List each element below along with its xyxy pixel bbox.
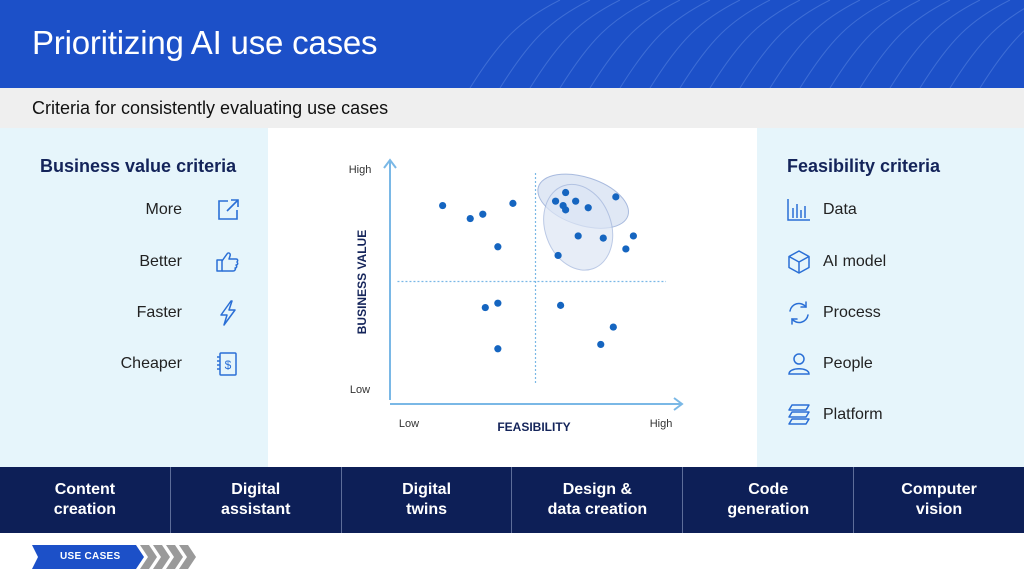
category-line2: creation [53,501,117,518]
category-line2: data creation [547,501,648,518]
slide-subtitle: Criteria for consistently evaluating use… [32,98,389,118]
category-line1: Design & [562,481,633,498]
svg-text:$: $ [225,358,232,372]
criteria-label: Platform [823,406,883,423]
data-point [439,201,447,210]
category-computer-vision: Computer vision [854,467,1024,533]
data-point [574,232,582,240]
category-line1: Code [748,481,789,498]
business-value-heading: Business value criteria [40,156,237,176]
external-link-icon [218,199,239,220]
data-point [572,197,580,205]
thumbs-up-icon [216,252,239,272]
priority-highlight-regions [537,173,630,271]
feasibility-panel: Feasibility criteria Data AI model [757,128,1024,467]
header-banner: Prioritizing AI use cases [0,0,1024,88]
invoice-dollar-icon: $ [217,352,237,376]
category-digital-assistant: Digital assistant [171,467,342,533]
criteria-label: Better [139,253,182,270]
chart-axes [383,158,684,411]
data-point [629,232,637,240]
y-tick-low: Low [350,384,370,396]
quadrant-guides [397,173,667,384]
data-point [612,193,620,201]
data-point [599,234,607,242]
criteria-item-faster: Faster [100,299,250,329]
criteria-label: Process [823,304,881,321]
cube-icon [788,250,810,274]
breadcrumb-chevrons [32,545,196,569]
category-line2: assistant [221,501,291,518]
category-line1: Content [54,481,116,498]
refresh-cycle-icon [789,301,809,325]
x-axis-label: FEASIBILITY [497,420,570,434]
data-point [494,299,502,307]
use-cases-breadcrumb[interactable]: USE CASES [32,545,202,569]
lightning-icon [220,300,236,326]
category-line2: generation [727,501,810,518]
category-code-generation: Code generation [683,467,855,533]
data-point [609,323,617,331]
category-line1: Digital [402,481,452,498]
data-point [494,345,502,353]
person-icon [788,353,810,375]
y-axis-label: BUSINESS VALUE [355,230,369,334]
data-point [481,303,489,312]
x-tick-low: Low [399,418,419,430]
layers-icon [788,404,810,425]
data-point [557,301,565,309]
business-value-panel: Business value criteria More Better Fast… [0,128,268,467]
data-point [597,340,605,349]
criteria-item-better: Better [100,248,250,278]
feasibility-heading: Feasibility criteria [787,156,941,176]
category-content-creation: Content creation [0,467,171,533]
criteria-item-people: People [785,350,1005,380]
category-design-data-creation: Design & data creation [512,467,684,533]
data-point [562,188,570,197]
criteria-label: Cheaper [120,355,182,372]
data-point [554,251,562,260]
criteria-item-ai-model: AI model [785,248,1005,278]
criteria-item-data: Data [785,196,1005,226]
use-case-categories: Content creation Digital assistant Digital… [0,467,1024,533]
criteria-item-cheaper: Cheaper $ [100,350,250,380]
data-points [439,188,637,353]
criteria-label: More [145,201,182,218]
data-point [622,245,630,253]
criteria-label: AI model [823,253,887,270]
data-point [509,199,517,207]
data-point [466,214,474,223]
data-point [562,206,570,214]
slide-title: Prioritizing AI use cases [32,24,378,61]
x-tick-high: High [650,418,673,430]
y-axis-arrow [383,158,397,169]
bar-chart-icon [787,199,810,221]
header-wave-pattern [469,0,1024,88]
data-point [494,243,502,251]
criteria-label: People [823,355,873,372]
criteria-label: Data [823,201,857,218]
category-line1: Digital [231,481,281,498]
category-line1: Computer [901,481,977,498]
category-line2: twins [406,501,448,518]
category-digital-twins: Digital twins [342,467,513,533]
feasibility-value-chart: High Low Low High FEASIBILITY BUSINESS V… [349,158,684,434]
breadcrumb-label: USE CASES [60,551,121,562]
data-point [584,204,592,212]
y-tick-high: High [349,164,372,176]
criteria-item-more: More [100,196,250,226]
data-point [551,197,560,205]
category-line2: vision [915,501,963,518]
criteria-item-process: Process [785,299,1005,329]
subtitle-band: Criteria for consistently evaluating use… [0,88,1024,128]
x-axis-arrow [673,397,684,411]
criteria-item-platform: Platform [785,401,1005,431]
data-point [479,210,487,218]
criteria-label: Faster [136,304,182,321]
